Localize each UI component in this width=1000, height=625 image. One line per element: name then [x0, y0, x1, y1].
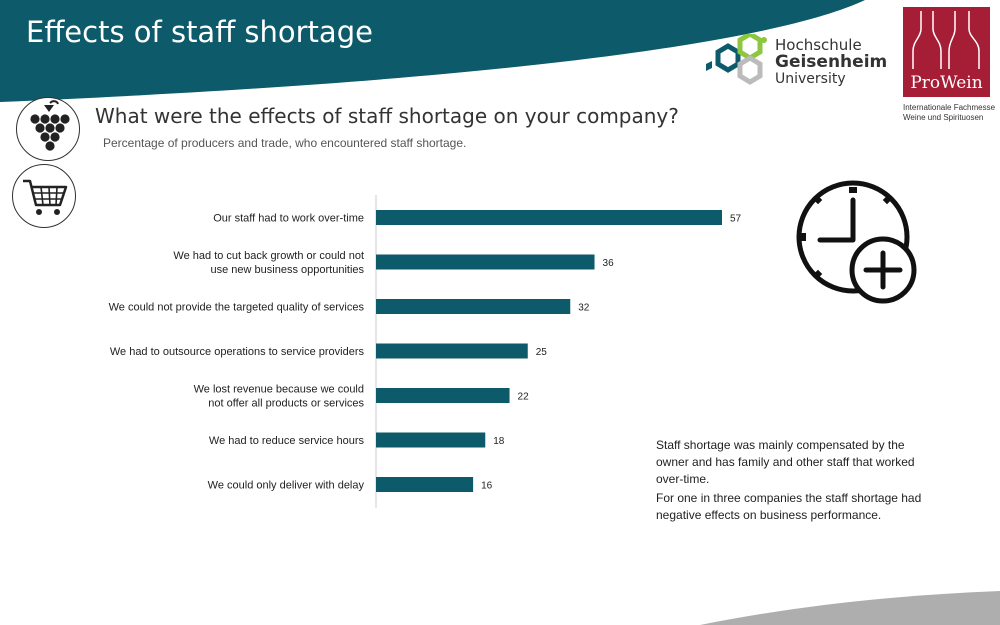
value-label-3: 25	[536, 347, 548, 358]
category-label-4: We lost revenue because we could not offe…	[194, 384, 365, 410]
chart-subtitle: Percentage of producers and trade, who e…	[103, 136, 467, 150]
category-label-2: We could not provide the targeted qualit…	[109, 302, 365, 314]
bar-2	[376, 299, 571, 314]
value-label-1: 36	[603, 258, 615, 269]
bar-3	[376, 343, 528, 359]
category-label-0: Our staff had to work over-time	[213, 213, 364, 225]
bar-5	[376, 432, 486, 448]
value-label-5: 18	[493, 436, 505, 447]
bar-0	[376, 210, 722, 225]
footer-swoosh	[700, 591, 1000, 625]
value-label-2: 32	[578, 303, 590, 314]
bar-chart: 57 Our staff had to work over-time 36 We ha…	[109, 195, 742, 508]
note-paragraph-2: For one in three companies the staff sho…	[656, 491, 922, 522]
value-label-6: 16	[481, 481, 493, 492]
hochschule-line1: Hochschule	[775, 36, 862, 54]
shopping-cart-icon	[12, 164, 76, 228]
hochschule-line2: Geisenheim	[775, 52, 888, 72]
category-label-5: We had to reduce service hours	[209, 435, 365, 447]
prowein-sub-line2: Weine und Spirituosen	[903, 113, 984, 122]
header-banner	[0, 0, 865, 102]
bar-6	[376, 477, 474, 492]
hochschule-logo-icon	[706, 34, 767, 85]
hochschule-logo-text: Hochschule Geisenheim University	[775, 37, 887, 88]
prowein-sub-line1: Internationale Fachmesse	[903, 103, 996, 112]
category-label-1: We had to cut back growth or could not us…	[173, 250, 364, 276]
hochschule-line3: University	[775, 71, 846, 87]
category-label-3: We had to outsource operations to servic…	[110, 346, 365, 358]
summary-note: Staff shortage was mainly compensated by…	[656, 437, 931, 526]
grapes-icon	[16, 97, 80, 161]
note-paragraph-1: Staff shortage was mainly compensated by…	[656, 438, 915, 486]
bar-1	[376, 254, 595, 270]
bar-4	[376, 388, 510, 403]
page-title: Effects of staff shortage	[26, 15, 373, 49]
prowein-logo: ProWein	[903, 7, 990, 97]
prowein-wordmark: ProWein	[910, 73, 983, 93]
category-label-6: We could only deliver with delay	[208, 480, 365, 492]
clock-plus-icon	[796, 180, 917, 304]
bottles-icon	[912, 11, 980, 69]
value-label-0: 57	[730, 214, 742, 225]
prowein-subtitle: Internationale Fachmesse Weine und Spiri…	[903, 103, 995, 123]
value-label-4: 22	[518, 392, 530, 403]
chart-title: What were the effects of staff shortage …	[95, 104, 679, 128]
